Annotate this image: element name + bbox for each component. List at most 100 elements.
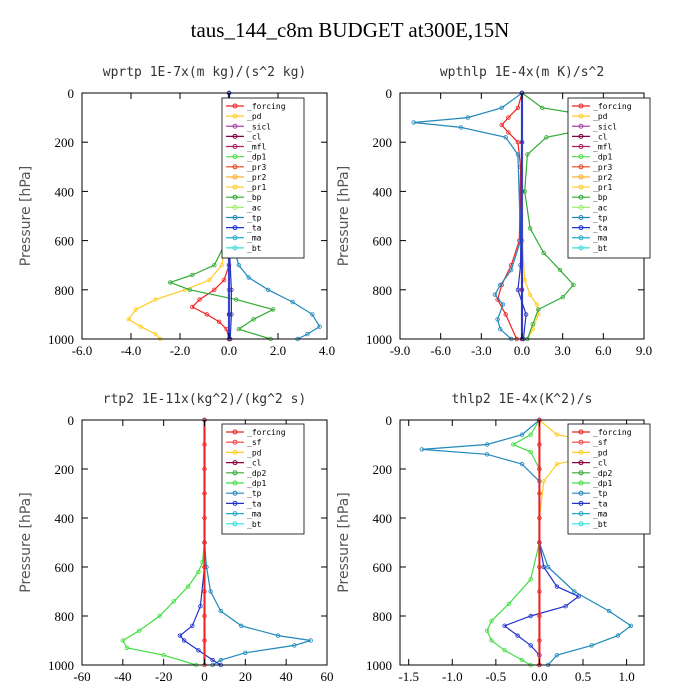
x-tick-label: 2.0 [270, 343, 286, 358]
data-point [515, 633, 520, 638]
data-point [167, 280, 173, 285]
legend-marker [232, 521, 238, 527]
data-point [308, 638, 313, 643]
data-point [234, 297, 239, 302]
y-tick-label: 0 [68, 413, 75, 428]
data-point [554, 461, 560, 467]
x-tick-label: 20 [239, 669, 252, 684]
y-tick-label: 0 [68, 86, 75, 101]
x-tick-label: -0.5 [486, 669, 507, 684]
legend: _forcing_pd_sicl_cl_mfl_dp1_pr3_pr2_pr1_… [567, 97, 651, 259]
data-point [515, 105, 521, 110]
data-point [216, 319, 222, 324]
legend-marker [232, 214, 238, 220]
data-point [153, 297, 158, 302]
y-tick-label: 0 [386, 413, 393, 428]
data-point [161, 653, 166, 658]
data-point [519, 461, 525, 467]
x-tick-label: 60 [321, 669, 334, 684]
chart-title: thlp2 1E-4x(K^2)/s [452, 392, 593, 407]
data-point [499, 122, 504, 128]
data-point [528, 432, 533, 437]
chart-title: wpthlp 1E-4x(m K)/s^2 [440, 65, 604, 80]
x-tick-label: 0.0 [514, 343, 530, 358]
series-line-pr1 [127, 93, 230, 340]
legend-marker [232, 174, 238, 180]
data-point [563, 604, 568, 609]
data-point [197, 297, 202, 302]
legend-label: _ma [593, 510, 608, 519]
legend-marker [232, 204, 238, 210]
legend-marker [578, 113, 584, 119]
data-point [536, 307, 541, 312]
x-tick-label: 0.0 [531, 669, 547, 684]
data-point [523, 312, 529, 317]
data-point [126, 317, 131, 322]
x-tick-label: 40 [280, 669, 293, 684]
data-point [525, 152, 530, 157]
legend-marker [232, 500, 238, 506]
y-tick-label: 200 [373, 135, 393, 150]
legend-marker [232, 429, 238, 435]
data-point [458, 125, 464, 130]
x-tick-label: 9.0 [636, 343, 652, 358]
data-point [528, 577, 533, 582]
x-tick-label: -4.0 [121, 343, 142, 358]
legend-label: _ta [247, 224, 262, 233]
legend-marker [578, 204, 584, 210]
y-axis-label: Pressure [hPa] [18, 166, 34, 266]
x-tick-label: 3.0 [555, 343, 571, 358]
legend-label: _forcing [247, 102, 286, 111]
y-tick-label: 800 [55, 609, 75, 624]
data-point [560, 295, 565, 300]
plot-frame [399, 419, 645, 666]
legend-marker [232, 511, 238, 517]
legend-marker [578, 245, 584, 251]
data-point [411, 120, 416, 125]
y-axis-label: Pressure [hPa] [336, 166, 352, 266]
x-tick-label: -60 [73, 669, 90, 684]
data-point [528, 643, 533, 648]
legend-marker [578, 144, 584, 150]
legend-label: _tp [593, 489, 608, 498]
legend-marker [578, 235, 584, 241]
chart-panel-2: wpthlp 1E-4x(m K)/s^2 Pressure [hPa] -9.0 -… [336, 65, 652, 358]
legend-marker [232, 133, 238, 139]
series-line-pr1 [521, 93, 539, 340]
data-point [246, 275, 251, 280]
data-point [236, 263, 241, 268]
data-point [519, 657, 525, 663]
y-tick-label: 400 [373, 184, 393, 199]
data-point [503, 312, 508, 317]
data-point [500, 302, 506, 307]
legend-marker [578, 194, 584, 200]
x-tick-label: 1.0 [618, 669, 634, 684]
data-point [541, 564, 546, 570]
legend-marker [578, 511, 584, 517]
data-point [528, 449, 533, 455]
legend-marker [578, 214, 584, 220]
data-point [503, 135, 508, 140]
legend-marker [232, 480, 238, 486]
legend-label: _pr1 [593, 183, 612, 192]
y-tick-label: 600 [373, 560, 393, 575]
data-point [218, 608, 223, 614]
series-line-dp1 [486, 419, 541, 666]
data-point [157, 613, 162, 619]
data-point [506, 601, 512, 606]
legend-label: _dp1 [593, 153, 612, 162]
legend-label: _tp [593, 213, 608, 222]
data-point [515, 287, 521, 292]
data-point [509, 267, 514, 273]
chart-panel-1: wprtp 1E-7x(m kg)/(s^2 kg) Pressure [hPa]… [18, 65, 335, 358]
data-point [511, 442, 516, 447]
data-point [243, 650, 248, 655]
legend-marker [578, 184, 584, 190]
legend-marker [232, 164, 238, 170]
y-tick-label: 200 [55, 462, 75, 477]
data-point [465, 115, 470, 120]
data-point [557, 267, 563, 273]
legend-marker [232, 470, 238, 476]
data-point [499, 105, 504, 110]
data-point [502, 623, 507, 628]
